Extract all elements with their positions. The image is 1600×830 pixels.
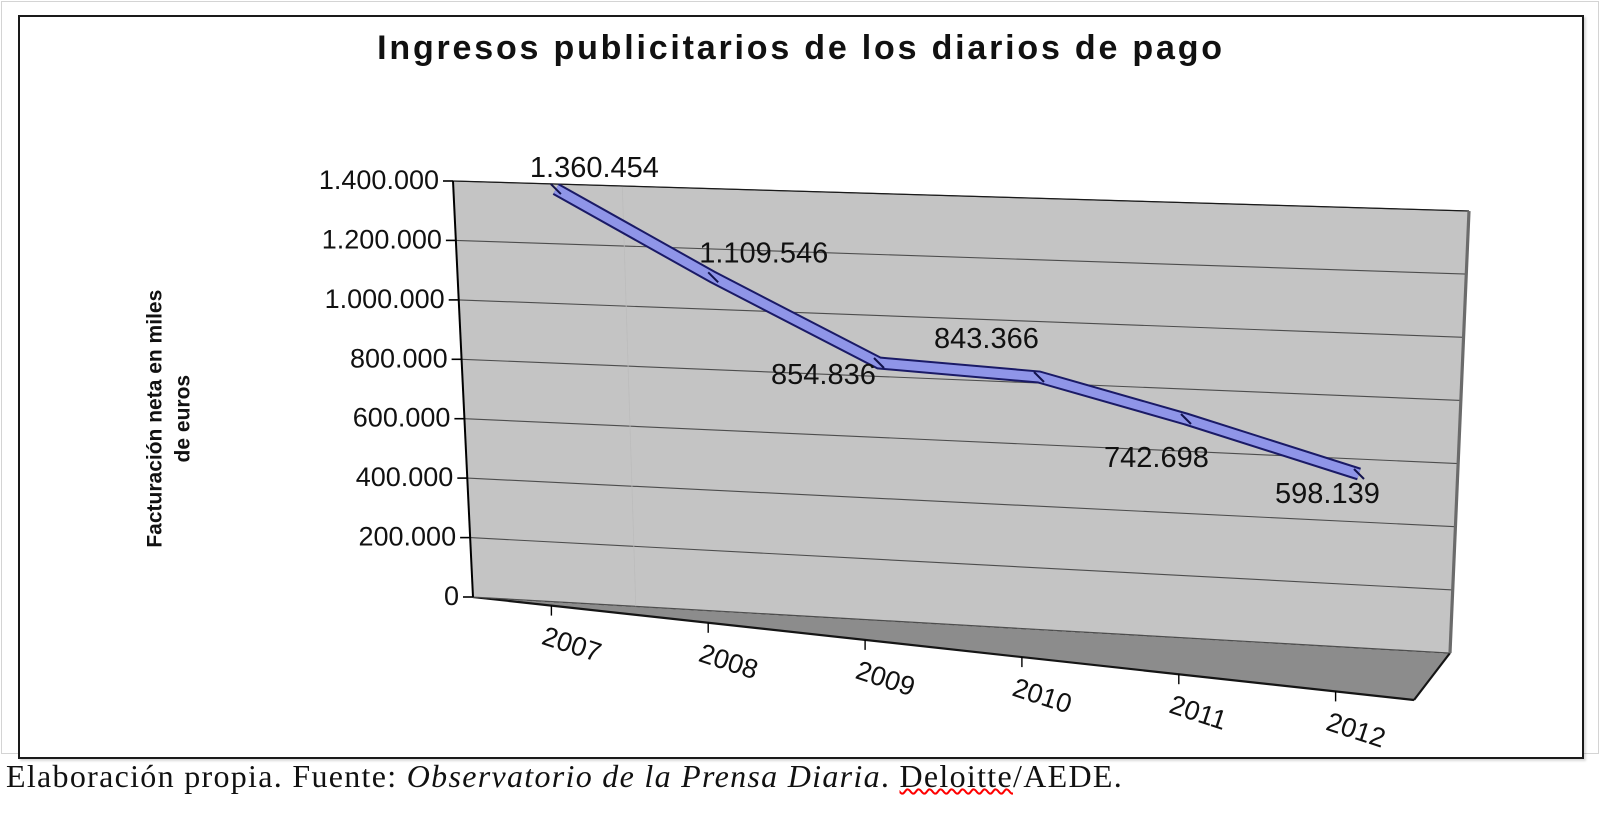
svg-text:1.109.546: 1.109.546 xyxy=(699,237,828,269)
svg-text:2008: 2008 xyxy=(695,638,761,685)
svg-text:1.000.000: 1.000.000 xyxy=(325,284,445,314)
svg-text:2012: 2012 xyxy=(1323,707,1389,754)
svg-text:2011: 2011 xyxy=(1166,689,1230,735)
svg-text:2010: 2010 xyxy=(1009,672,1075,719)
svg-text:2009: 2009 xyxy=(852,655,918,702)
svg-text:200.000: 200.000 xyxy=(358,522,456,552)
svg-text:1.200.000: 1.200.000 xyxy=(322,224,442,254)
svg-text:0: 0 xyxy=(444,581,459,611)
svg-text:854.836: 854.836 xyxy=(771,359,876,391)
svg-text:600.000: 600.000 xyxy=(353,403,451,433)
svg-text:400.000: 400.000 xyxy=(356,462,454,492)
svg-text:843.366: 843.366 xyxy=(934,323,1039,355)
svg-text:2007: 2007 xyxy=(539,621,605,668)
svg-text:1.360.454: 1.360.454 xyxy=(530,152,659,184)
svg-text:800.000: 800.000 xyxy=(350,343,448,373)
svg-text:742.698: 742.698 xyxy=(1104,442,1209,474)
svg-text:598.139: 598.139 xyxy=(1275,478,1380,510)
svg-text:1.400.000: 1.400.000 xyxy=(319,165,439,195)
